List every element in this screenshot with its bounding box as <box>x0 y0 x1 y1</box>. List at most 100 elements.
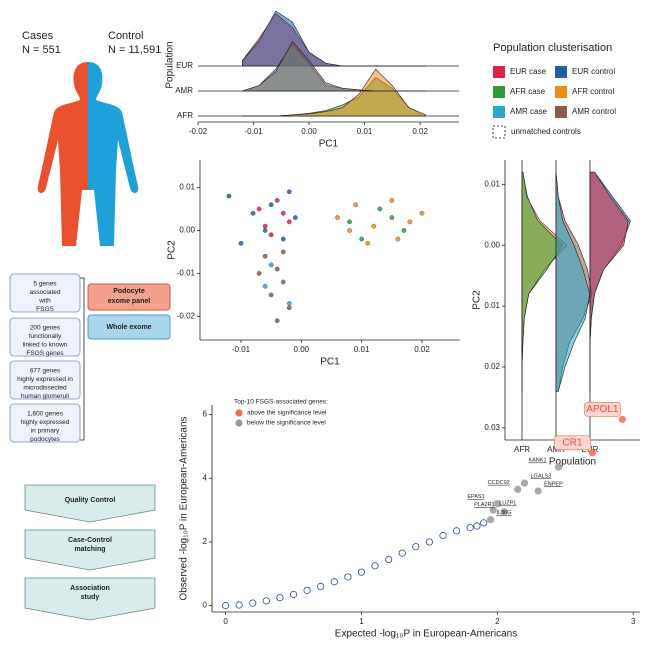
y-tick-label: 0.03 <box>484 423 500 432</box>
panel-box <box>87 283 171 311</box>
point <box>286 219 292 225</box>
legend-label: AFR control <box>572 87 614 96</box>
point <box>274 198 280 203</box>
x-tick-label: 2 <box>495 617 500 626</box>
point <box>330 578 338 586</box>
gene-label: APOL1 <box>586 404 619 415</box>
gene-label: LGALS3 <box>531 473 552 479</box>
gene-set-text: in primary <box>31 428 60 435</box>
x-tick-label: -0.01 <box>232 345 251 354</box>
point <box>289 590 298 599</box>
legend-label: AMR control <box>572 107 616 116</box>
x-tick-label: 0.00 <box>294 345 310 354</box>
legend-swatch <box>235 419 243 427</box>
gene-set-text: highly expressed <box>21 419 70 426</box>
gene-label: EPAS1 <box>467 494 484 500</box>
cases-n: N = 551 <box>22 44 61 56</box>
point <box>221 602 230 610</box>
x-tick-label: 0 <box>223 617 228 626</box>
point <box>407 219 413 225</box>
gene-label: PLA2R1 <box>474 502 495 508</box>
gene-set-text: functionally <box>29 333 62 340</box>
legend-label: below the significance level <box>247 420 326 427</box>
gene-set-text: 5 genes <box>33 281 57 288</box>
point <box>292 215 298 220</box>
legend-swatch <box>555 106 567 118</box>
step-text: Association <box>70 585 110 592</box>
point <box>250 210 256 216</box>
point <box>371 562 379 570</box>
point <box>303 586 311 594</box>
legend-swatch <box>493 66 505 78</box>
point <box>452 527 461 535</box>
point <box>268 292 274 298</box>
y-tick-label: 0.01 <box>484 301 500 310</box>
x-axis-label: Population <box>549 457 596 468</box>
gene-set-text: linked to known <box>23 342 68 349</box>
point <box>385 555 393 564</box>
point <box>357 568 366 576</box>
point <box>473 522 481 530</box>
gene-label: CR1 <box>562 437 582 448</box>
x-axis-label: Expected -log₁₀P in European-Americans <box>335 629 517 640</box>
point <box>359 236 365 242</box>
density-area <box>242 10 426 67</box>
step-arrow <box>24 529 156 571</box>
point <box>486 516 495 524</box>
point <box>588 449 597 457</box>
point <box>268 262 274 268</box>
x-tick-label: -0.01 <box>244 127 263 136</box>
step-arrow <box>24 484 156 523</box>
panel-text: exome panel <box>108 298 150 305</box>
y-tick-label: 0.00 <box>179 226 195 235</box>
legend-label: AFR case <box>510 87 546 96</box>
point <box>466 524 474 532</box>
point <box>317 582 325 591</box>
gene-set-text: with <box>38 298 51 305</box>
y-axis-label: PC2 <box>167 240 178 260</box>
x-tick-label: AFR <box>514 445 530 454</box>
y-tick-label: 6 <box>203 410 208 419</box>
gene-label: ENPEP <box>544 481 563 487</box>
gene-label: CCDC92 <box>488 480 510 486</box>
point <box>344 573 352 581</box>
gene-boxes <box>9 273 81 443</box>
point <box>274 318 280 324</box>
point <box>419 210 425 216</box>
gene-label: IL36G <box>497 510 512 516</box>
point <box>365 240 371 246</box>
gene-set-text: 200 genes <box>30 325 61 332</box>
y-tick-label: 4 <box>203 473 208 482</box>
control-label: Control <box>108 30 143 42</box>
step-text: Case-Control <box>68 537 112 544</box>
gene-set-text: FSGS <box>36 306 54 313</box>
legend-label: above the significance level <box>247 410 327 417</box>
y-tick-label: 0.01 <box>179 183 195 192</box>
point <box>286 301 292 306</box>
gene-box <box>9 273 81 313</box>
y-tick-label: 0.02 <box>484 362 500 371</box>
gene-label-box <box>584 402 621 417</box>
y-tick-label: AMR <box>175 86 193 95</box>
panel-text: Podocyte <box>113 288 145 295</box>
x-tick-label: EUR <box>582 445 599 454</box>
point <box>256 206 262 212</box>
point <box>274 266 280 272</box>
panel-box <box>87 314 171 340</box>
legend-label: AMR case <box>510 107 547 116</box>
point <box>286 305 292 311</box>
point <box>412 543 420 551</box>
point <box>534 487 542 495</box>
point <box>262 223 268 229</box>
point <box>268 202 274 208</box>
gene-box <box>9 360 81 400</box>
point <box>256 271 262 276</box>
control-n: N = 11,591 <box>108 44 161 56</box>
gene-label: KANK1 <box>528 458 546 464</box>
point <box>262 228 268 233</box>
point <box>335 215 340 220</box>
point <box>280 279 286 285</box>
x-axis-label: PC1 <box>319 139 339 150</box>
step-arrow <box>24 577 156 621</box>
cases-label: Cases <box>22 30 54 42</box>
